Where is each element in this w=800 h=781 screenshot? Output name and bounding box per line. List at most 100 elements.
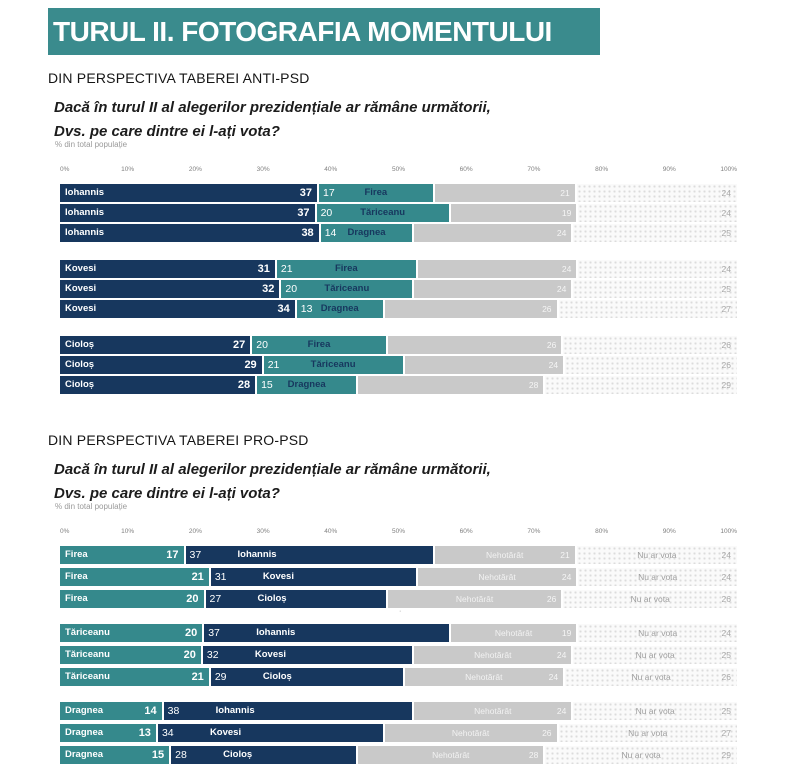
candidate-2-label: Tăriceanu: [310, 359, 356, 370]
no-vote-label: Nu ar vota: [621, 750, 661, 760]
undecided-value: 19: [561, 208, 572, 218]
candidate-1-label: Firea: [65, 571, 88, 582]
bar-segment-no-vote: Nu ar vota 27: [558, 724, 737, 742]
axis-tick: 0%: [60, 166, 70, 173]
candidate-1-value: 28: [237, 379, 251, 391]
table-row: Kovesi 34 13 Dragnea 26 27: [60, 300, 737, 318]
candidate-1-value: 17: [166, 549, 179, 561]
bar-segment-candidate-2: 13 Dragnea: [296, 300, 383, 318]
candidate-1-value: 27: [233, 339, 246, 351]
candidate-1-value: 38: [301, 227, 314, 239]
bar-segment-candidate-1: Dragnea 15: [60, 746, 170, 764]
candidate-2-value: 21: [267, 359, 280, 371]
table-row: Dragnea 13 34 Kovesi Nehotărât 26 Nu ar vota 27: [60, 724, 737, 742]
candidate-1-label: Firea: [65, 593, 88, 604]
bar-group: Iohannis 37 17 Firea 21 24 Iohannis 37 20 Tăricea…: [60, 184, 738, 242]
bar-segment-candidate-2: 34 Kovesi: [157, 724, 383, 742]
bar-segment-undecided: 24: [417, 260, 577, 278]
candidate-1-label: Dragnea: [65, 749, 104, 760]
table-row: Firea 21 31 Kovesi Nehotărât 24 Nu ar vota 24: [60, 568, 737, 586]
candidate-2-value: 27: [209, 593, 222, 605]
candidate-1-label: Cioloș: [65, 379, 95, 390]
population-note-anti-psd: % din total populație: [55, 140, 128, 149]
axis-tick: 20%: [188, 528, 202, 535]
no-vote-value: 27: [721, 304, 731, 314]
undecided-value: 24: [556, 228, 567, 238]
table-row: Tăriceanu 20 37 Iohannis Nehotărât 19 Nu ar vo…: [60, 624, 737, 642]
survey-question-anti-psd: Dacă în turul II al alegerilor prezidenț…: [54, 96, 491, 144]
bar-segment-candidate-1: Firea 21: [60, 568, 209, 586]
no-vote-label: Nu ar vota: [635, 650, 675, 660]
candidate-2-label: Firea: [334, 263, 358, 274]
bar-segment-no-vote: Nu ar vota 24: [578, 624, 737, 642]
bar-segment-candidate-1: Kovesi 32: [60, 280, 280, 298]
no-vote-label: Nu ar vota: [637, 550, 677, 560]
candidate-2-value: 21: [280, 263, 293, 275]
candidate-1-value: 20: [184, 627, 198, 639]
undecided-value: 19: [561, 628, 572, 638]
bar-segment-no-vote: Nu ar vota 26: [565, 668, 737, 686]
bar-segment-candidate-2: 14 Dragnea: [320, 224, 413, 242]
candidate-1-value: 20: [183, 649, 196, 661]
bar-segment-no-vote: 29: [545, 376, 737, 394]
table-row: Cioloș 28 15 Dragnea 28 29: [60, 376, 737, 394]
candidate-2-value: 37: [208, 627, 220, 639]
candidate-1-label: Kovesi: [65, 283, 97, 294]
bar-segment-candidate-1: Cioloș 27: [60, 336, 251, 354]
axis-tick: 30%: [256, 166, 270, 173]
population-note-pro-psd: % din total populație: [55, 502, 128, 511]
candidate-2-value: 20: [285, 283, 298, 295]
bar-segment-no-vote: Nu ar vota 26: [563, 590, 737, 608]
candidate-1-label: Dragnea: [65, 727, 104, 738]
axis-tick: 70%: [527, 528, 541, 535]
no-vote-value: 24: [721, 188, 732, 198]
no-vote-label: Nu ar vota: [628, 728, 668, 738]
undecided-value: 24: [556, 706, 567, 716]
bar-group: Cioloș 27 20 Firea 26 26 Cioloș 29 21 Tăriceanu 24…: [60, 336, 737, 394]
candidate-2-value: 31: [214, 571, 227, 583]
bar-segment-candidate-2: 27 Cioloș: [205, 590, 386, 608]
undecided-label: Nehotărât: [474, 706, 512, 716]
bar-segment-candidate-1: Dragnea 14: [60, 702, 162, 720]
candidate-1-value: 21: [191, 571, 204, 583]
no-vote-value: 24: [721, 264, 731, 274]
candidate-2-label: Tăriceanu: [360, 207, 406, 218]
axis-tick: 80%: [595, 528, 609, 535]
table-row: Kovesi 31 21 Firea 24 24: [60, 260, 737, 278]
no-vote-value: 26: [721, 594, 731, 604]
undecided-value: 26: [546, 340, 557, 350]
candidate-2-value: 34: [161, 727, 174, 739]
page-title: TURUL II. FOTOGRAFIA MOMENTULUI: [48, 8, 600, 55]
bar-segment-candidate-1: Tăriceanu 20: [60, 624, 203, 642]
bar-segment-undecided: Nehotărât 26: [387, 590, 562, 608]
undecided-value: 26: [546, 594, 557, 604]
undecided-label: Nehotărât: [432, 750, 470, 760]
bar-segment-no-vote: 24: [578, 260, 737, 278]
candidate-1-value: 20: [186, 593, 199, 605]
axis-tick: 60%: [459, 528, 473, 535]
undecided-value: 24: [561, 572, 572, 582]
candidate-2-value: 32: [206, 649, 219, 661]
no-vote-value: 25: [721, 284, 731, 294]
bar-segment-undecided: Nehotărât 24: [404, 668, 564, 686]
candidate-2-label: Iohannis: [256, 627, 296, 638]
undecided-value: 24: [561, 264, 572, 274]
no-vote-label: Nu ar vota: [638, 628, 678, 638]
table-row: Firea 17 37 Iohannis Nehotărât 21 Nu ar vota 24: [60, 546, 738, 564]
table-row: Cioloș 29 21 Tăriceanu 24 26: [60, 356, 737, 374]
section-header-anti-psd: DIN PERSPECTIVA TABEREI ANTI-PSD: [48, 70, 310, 86]
candidate-2-label: Kovesi: [209, 727, 242, 738]
axis-tick: 0%: [60, 528, 70, 535]
candidate-2-label: Iohannis: [215, 705, 255, 716]
no-vote-value: 26: [721, 672, 731, 682]
undecided-value: 24: [548, 360, 559, 370]
axis-tick: 90%: [662, 166, 676, 173]
candidate-2-value: 20: [256, 339, 268, 351]
bar-segment-candidate-1: Tăriceanu 20: [60, 646, 201, 664]
bar-segment-undecided: 26: [384, 300, 557, 318]
no-vote-value: 24: [721, 572, 731, 582]
candidate-1-value: 31: [257, 263, 270, 275]
table-row: Kovesi 32 20 Tăriceanu 24 25: [60, 280, 737, 298]
bar-segment-candidate-1: Cioloș 29: [60, 356, 262, 374]
axis-tick: 40%: [324, 528, 338, 535]
